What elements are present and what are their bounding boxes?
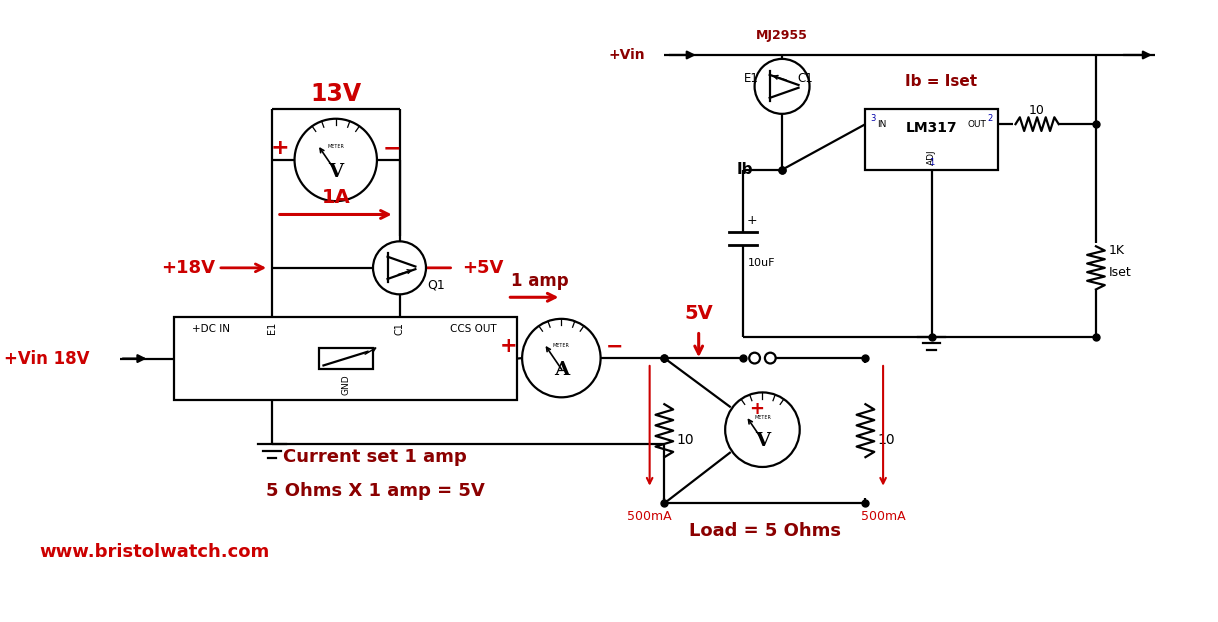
Text: 500mA: 500mA [627,510,672,523]
Circle shape [725,392,800,467]
Text: +: + [270,138,289,158]
Circle shape [755,59,810,114]
Circle shape [523,319,600,397]
Text: OUT: OUT [967,119,987,129]
Text: 10: 10 [676,434,694,447]
Text: 1A: 1A [322,188,350,207]
Text: A: A [554,361,569,379]
Text: 10uF: 10uF [748,258,775,268]
Text: +Vin: +Vin [609,48,646,62]
Text: 1 amp: 1 amp [512,272,569,290]
Text: Load = 5 Ohms: Load = 5 Ohms [689,522,840,540]
Text: −: − [605,337,624,356]
Text: METER: METER [553,343,570,348]
Text: V: V [328,164,343,181]
Text: Ib: Ib [737,162,753,177]
Text: +5V: +5V [462,259,503,277]
Text: LM317: LM317 [906,121,957,136]
Text: GND: GND [341,374,350,395]
Text: CCS OUT: CCS OUT [449,324,497,334]
Text: 3: 3 [871,114,876,123]
Text: Current set 1 amp: Current set 1 amp [283,448,466,466]
Text: E1: E1 [744,72,759,85]
Text: +: + [499,337,518,356]
Text: +DC IN: +DC IN [192,324,230,334]
Bar [174,317,518,401]
Text: C1: C1 [395,322,404,335]
Text: ADJ: ADJ [927,150,937,165]
Text: 1: 1 [929,158,934,167]
Text: +: + [749,400,764,418]
Text: METER: METER [328,144,345,149]
Text: C1: C1 [797,72,812,85]
Text: METER: METER [754,415,771,420]
Text: MJ2955: MJ2955 [756,29,808,42]
Text: +Vin 18V: +Vin 18V [4,350,89,368]
Circle shape [295,119,376,201]
Text: Ib = Iset: Ib = Iset [905,74,978,89]
Text: 5 Ohms X 1 amp = 5V: 5 Ohms X 1 amp = 5V [266,481,485,499]
Text: Iset: Iset [1108,266,1132,279]
Text: +: + [747,214,758,227]
Text: 2: 2 [988,114,993,123]
Text: E1: E1 [267,322,276,334]
Text: +18V: +18V [162,259,216,277]
Text: 10: 10 [1029,104,1045,117]
Text: 1K: 1K [1108,244,1124,257]
Bar [319,348,373,369]
Text: 10: 10 [877,434,895,447]
Text: 13V: 13V [311,82,362,106]
Text: V: V [755,432,770,450]
Text: www.bristolwatch.com: www.bristolwatch.com [39,543,269,561]
Bar [866,109,998,170]
Circle shape [765,353,776,363]
Text: IN: IN [877,119,887,129]
Circle shape [373,241,426,294]
Text: 500mA: 500mA [861,510,905,523]
Text: −: − [382,138,401,158]
Text: 5V: 5V [685,304,713,323]
Circle shape [749,353,760,363]
Text: Q1: Q1 [428,279,445,292]
